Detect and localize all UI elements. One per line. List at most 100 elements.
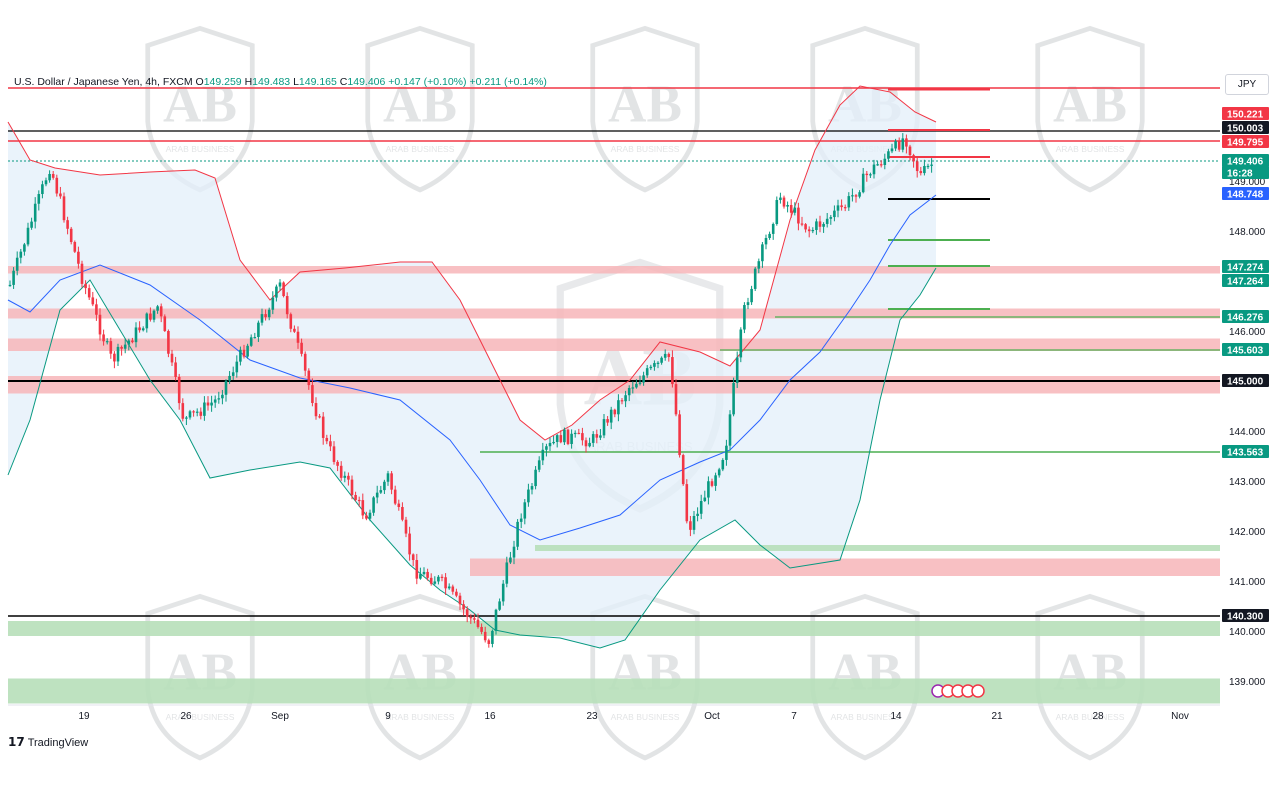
candle-body-69 (257, 322, 260, 338)
watermark-logo-0-0: AB ARAB BUSINESS (145, 25, 255, 193)
candle-body-42 (159, 306, 163, 317)
candle-body-188 (685, 484, 689, 522)
candle-body-153 (559, 435, 563, 443)
candle-body-2 (15, 257, 19, 271)
price-tag-label-1: 150.003 (1227, 124, 1264, 135)
candle-body-191 (696, 513, 699, 516)
candle-body-177 (645, 368, 649, 376)
candle-body-136 (498, 601, 501, 610)
event-icon-4[interactable] (971, 684, 985, 698)
candle-body-253 (919, 171, 923, 174)
candle-body-204 (743, 305, 746, 330)
candle-body-39 (149, 313, 152, 320)
tradingview-logo[interactable]: 𝟭𝟳 TradingView (8, 735, 88, 749)
candle-body-246 (894, 141, 897, 149)
candle-body-158 (577, 432, 581, 435)
bollinger-upper-line (7, 85, 937, 441)
candle-body-133 (487, 640, 491, 644)
price-tag-label-6: 147.274 (1227, 263, 1264, 274)
candle-body-135 (494, 609, 498, 631)
x-tick-label-4: 16 (484, 711, 496, 722)
candle-body-15 (62, 196, 66, 221)
currency-button[interactable]: JPY (1225, 74, 1269, 95)
high-label: H (244, 76, 253, 88)
candle-body-64 (239, 349, 242, 362)
candle-body-102 (375, 492, 379, 498)
candle-body-195 (710, 481, 714, 486)
x-tick-label-11: Nov (1171, 711, 1189, 722)
candle-body-237 (861, 173, 865, 193)
candle-body-50 (188, 411, 192, 418)
candle-body-30 (116, 346, 120, 362)
candle-body-27 (105, 341, 109, 343)
candle-body-216 (786, 205, 789, 207)
candle-body-170 (620, 400, 624, 402)
candle-body-120 (440, 576, 444, 578)
svg-text:ARAB BUSINESS: ARAB BUSINESS (1056, 712, 1125, 722)
candle-body-251 (912, 155, 915, 162)
x-tick-label-1: 26 (180, 711, 192, 722)
candle-body-145 (530, 486, 534, 490)
y-tick-label-3: 144.000 (1229, 427, 1266, 438)
candle-body-60 (224, 380, 228, 395)
candle-body-116 (426, 571, 429, 578)
candle-body-147 (537, 460, 541, 470)
candle-body-36 (138, 327, 141, 331)
candle-body-20 (80, 263, 84, 284)
x-tick-label-6: Oct (704, 711, 720, 722)
candle-body-225 (818, 221, 822, 227)
candle-body-1 (12, 270, 15, 285)
price-tag-11 (1222, 445, 1269, 458)
price-tag-label-4: 16:28 (1227, 169, 1253, 180)
candle-body-90 (332, 446, 336, 462)
candle-body-166 (606, 419, 609, 423)
price-tag-label-2: 149.795 (1227, 138, 1264, 149)
candle-body-83 (307, 370, 311, 386)
candle-body-77 (285, 296, 289, 315)
candle-body-78 (289, 314, 293, 329)
x-tick-label-2: Sep (271, 711, 289, 722)
watermark-logo-0-2: AB ARAB BUSINESS (590, 25, 700, 193)
candle-body-142 (519, 518, 523, 522)
candle-body-134 (491, 630, 494, 644)
watermark-logo-0-1: AB ARAB BUSINESS (365, 25, 475, 193)
candle-body-165 (602, 419, 606, 436)
candle-body-32 (123, 344, 127, 349)
price-tag-label-10: 145.000 (1227, 377, 1264, 388)
candle-body-92 (339, 465, 343, 478)
candle-body-41 (156, 306, 159, 311)
candle-body-14 (59, 193, 62, 197)
candle-body-202 (735, 357, 739, 383)
x-tick-label-0: 19 (78, 711, 90, 722)
candle-body-63 (235, 361, 239, 373)
candle-body-98 (361, 500, 365, 516)
candle-body-74 (275, 286, 278, 298)
candle-body-53 (199, 411, 203, 416)
svg-text:ARAB BUSINESS: ARAB BUSINESS (1056, 144, 1125, 154)
candle-body-209 (761, 244, 764, 262)
candle-body-9 (41, 184, 44, 195)
candle-body-91 (336, 461, 339, 466)
svg-text:AB: AB (1053, 75, 1127, 134)
candle-body-52 (195, 411, 199, 413)
candle-body-201 (732, 382, 735, 415)
candle-body-164 (599, 435, 602, 438)
candle-body-212 (771, 223, 775, 234)
candle-body-179 (653, 363, 656, 367)
low-value: 149.165 (298, 76, 337, 88)
y-tick-label-2: 146.000 (1229, 327, 1266, 338)
candle-body-115 (422, 571, 426, 575)
candle-body-10 (44, 180, 48, 185)
candle-body-229 (833, 210, 836, 218)
candle-body-19 (77, 251, 80, 264)
candle-body-232 (843, 207, 847, 209)
candle-body-61 (228, 375, 231, 381)
candle-body-243 (883, 158, 887, 165)
candle-body-80 (296, 331, 300, 343)
candle-body-8 (37, 194, 41, 204)
candle-body-193 (703, 497, 707, 502)
candle-body-174 (635, 383, 638, 388)
candle-body-140 (512, 546, 516, 558)
